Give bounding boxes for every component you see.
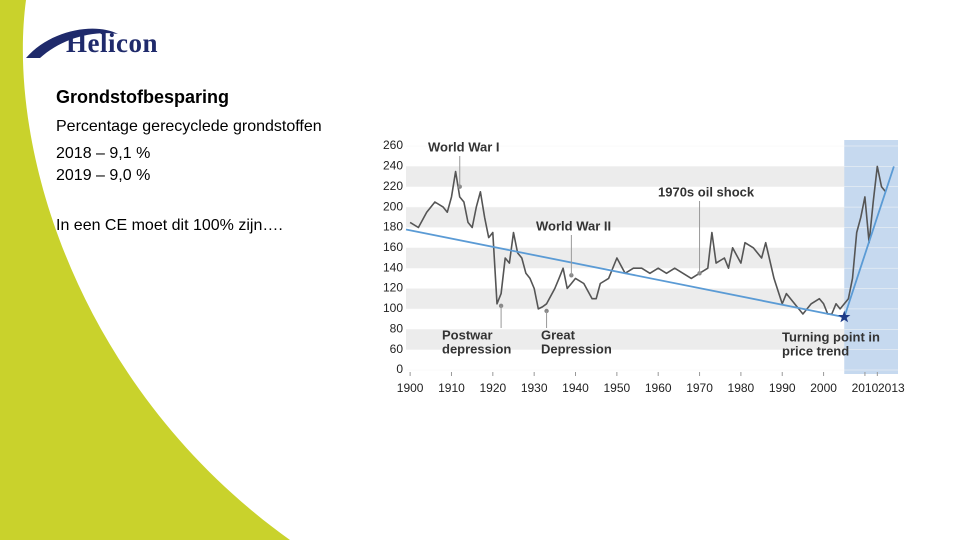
annotation: depression [442,341,511,356]
y-tick-label: 0 [396,362,403,376]
text-line: 2018 – 9,1 % [56,145,151,162]
green-shape [0,0,290,540]
y-tick-label: 80 [390,321,404,335]
x-tick-label: 1980 [728,381,755,395]
x-tick-label: 1910 [438,381,465,395]
annotation: price trend [782,343,849,358]
text-line: 2019 – 9,0 % [56,167,151,184]
grid-band [406,247,898,269]
y-tick-label: 120 [383,281,403,295]
y-tick-label: 220 [383,179,403,193]
x-tick-label: 1900 [397,381,424,395]
logo-swoosh [26,28,118,58]
annotation: Great [541,327,576,342]
grid-band [406,166,898,187]
x-tick-label: 2010 [852,381,879,395]
x-tick-label: 1940 [562,381,589,395]
x-tick-label: 1960 [645,381,672,395]
y-tick-label: 60 [390,342,404,356]
y-tick-label: 140 [383,260,403,274]
y-tick-label: 240 [383,159,403,173]
x-tick-label: 1920 [479,381,506,395]
grid-band [406,207,898,228]
logo: Helicon [66,28,158,58]
y-tick-label: 260 [383,138,403,152]
annotation: World War I [428,139,500,154]
y-tick-label: 100 [383,301,403,315]
y-tick-label: 160 [383,240,403,254]
x-tick-label: 1990 [769,381,796,395]
y-tick-label: 180 [383,220,403,234]
x-tick-label: 1950 [604,381,631,395]
turning-star [838,310,851,323]
slide-title: Grondstofbesparing [56,87,230,107]
data-line [843,166,895,318]
y-tick-label: 200 [383,199,403,213]
annotation-dot [544,308,549,314]
annotation: Depression [541,341,612,356]
x-tick-label: 1930 [521,381,548,395]
data-line [405,228,845,318]
annotation: World War II [536,218,611,233]
grid-band [406,329,898,350]
annotation: Postwar [442,327,493,342]
x-tick-label: 2013 [878,381,905,395]
text-line: Percentage gerecyclede grondstoffen [56,118,322,135]
annotation: Turning point in [782,329,880,344]
text-line: In een CE moet dit 100% zijn…. [56,217,283,234]
x-tick-label: 1970 [686,381,713,395]
x-tick-label: 2000 [810,381,837,395]
annotation: 1970s oil shock [658,184,755,199]
